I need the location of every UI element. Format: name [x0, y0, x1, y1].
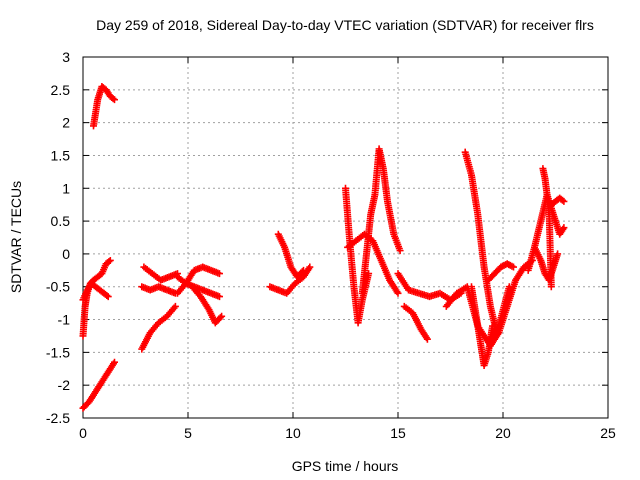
data-point [365, 270, 373, 278]
data-point [510, 263, 517, 271]
x-tick-label: 0 [79, 425, 87, 441]
y-tick-label: 1 [62, 180, 70, 196]
data-point [105, 258, 113, 266]
series-prn-14 [344, 230, 402, 297]
data-point [559, 196, 566, 204]
series-prn-21 [486, 256, 536, 350]
data-points [79, 83, 568, 412]
data-point [216, 293, 223, 301]
data-point [216, 314, 224, 322]
x-axis-label: GPS time / hours [292, 458, 399, 474]
y-tick-label: -2 [58, 377, 71, 393]
y-tick-label: 2.5 [51, 82, 71, 98]
x-tick-label: 25 [600, 425, 616, 441]
series-prn-1 [79, 358, 118, 412]
series-prn-15 [358, 145, 404, 297]
data-point [298, 268, 306, 276]
y-tick-label: 0.5 [51, 213, 71, 229]
data-point [109, 95, 117, 103]
x-tick-label: 20 [495, 425, 511, 441]
series-prn-22 [484, 260, 517, 284]
grid [83, 57, 608, 418]
series-prn-6 [140, 263, 181, 284]
series-prn-4 [90, 83, 118, 130]
data-point [560, 224, 568, 232]
y-tick-label: -1 [58, 312, 71, 328]
data-point [103, 291, 111, 299]
series-prn-25 [547, 194, 568, 209]
series-prn-5 [138, 283, 179, 297]
plot-frame [82, 56, 609, 419]
x-tick-label: 15 [390, 425, 406, 441]
data-point [394, 289, 402, 297]
data-point [547, 283, 555, 291]
data-point [216, 270, 223, 278]
series-prn-17 [400, 302, 431, 343]
series-prn-19 [461, 148, 501, 337]
series-prn-3 [79, 279, 112, 304]
data-point [560, 197, 568, 205]
series-prn-12 [274, 230, 307, 281]
data-point [300, 266, 307, 274]
data-point [106, 256, 114, 264]
series-prn-7 [138, 302, 179, 353]
data-point [396, 247, 404, 255]
chart-title: Day 259 of 2018, Sidereal Day-to-day VTE… [96, 17, 594, 33]
data-point [554, 250, 562, 258]
series-prn-9 [174, 263, 223, 297]
series-prn-26 [531, 243, 562, 284]
y-tick-label: -2.5 [46, 410, 70, 426]
data-point [111, 96, 118, 104]
data-point [218, 312, 226, 320]
data-point [111, 358, 118, 366]
data-point [423, 335, 431, 343]
y-tick-label: 3 [62, 49, 70, 65]
y-tick-label: -1.5 [46, 344, 70, 360]
y-tick-label: 1.5 [51, 147, 71, 163]
series-prn-10 [188, 283, 226, 327]
y-tick-label: -0.5 [46, 279, 70, 295]
y-tick-label: 2 [62, 115, 70, 131]
x-tick-label: 10 [285, 425, 301, 441]
data-point [306, 263, 314, 271]
y-axis-label: SDTVAR / TECUs [8, 181, 24, 293]
y-tick-label: 0 [62, 246, 70, 262]
data-point [489, 322, 496, 330]
x-tick-label: 5 [184, 425, 192, 441]
data-point [171, 302, 179, 310]
axes: 0 5 10 15 20 25 -2.5 -2 -1.5 -1 -0.5 0 0.5 1 1.5 2 2.5 3 [46, 49, 616, 441]
data-point [104, 293, 112, 301]
